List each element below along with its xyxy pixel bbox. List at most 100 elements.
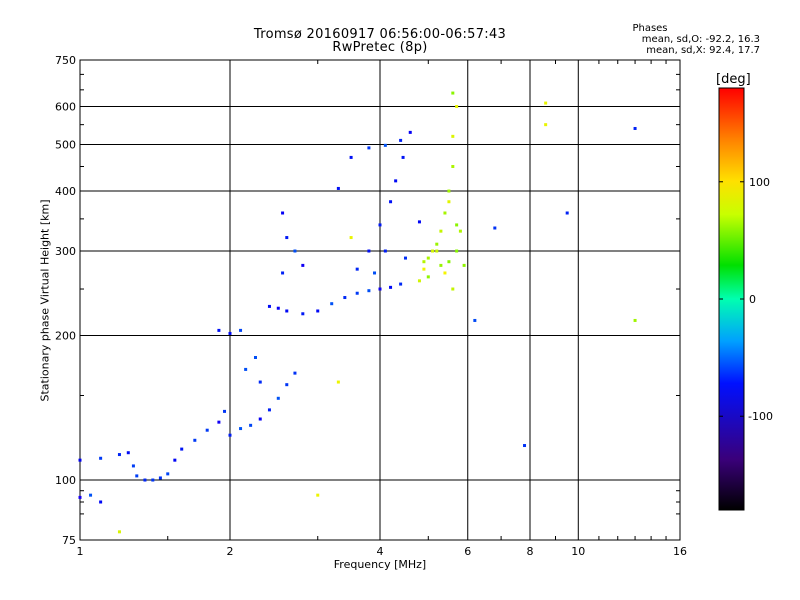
data-point-x xyxy=(451,91,455,95)
data-points xyxy=(78,91,637,534)
colorbar-tick-label: 0 xyxy=(749,293,756,306)
data-point-x xyxy=(439,229,443,233)
data-point-o xyxy=(408,130,412,134)
data-point-o xyxy=(367,289,371,293)
data-point-o xyxy=(143,478,147,482)
data-point-x xyxy=(417,279,421,283)
y-axis-ticks: 75 100 200 300 400 500 600 750 xyxy=(55,54,680,547)
grid-lines xyxy=(80,60,680,540)
data-point-x xyxy=(117,530,121,534)
data-point-o xyxy=(258,380,262,384)
data-point-o xyxy=(355,267,359,271)
data-point-o xyxy=(355,291,359,295)
data-point-o xyxy=(383,143,387,147)
data-point-o xyxy=(293,249,297,253)
data-point-o xyxy=(403,256,407,260)
data-point-o xyxy=(389,285,393,289)
data-point-o xyxy=(99,456,103,460)
data-point-x xyxy=(443,211,447,215)
y-tick-label: 300 xyxy=(55,245,76,258)
data-point-x xyxy=(316,493,320,497)
data-point-x xyxy=(455,249,459,253)
data-point-o xyxy=(249,423,253,427)
data-point-x xyxy=(426,275,430,279)
data-point-x xyxy=(435,242,439,246)
data-point-o xyxy=(336,186,340,190)
x-tick-label: 8 xyxy=(527,545,534,558)
data-point-o xyxy=(135,474,139,478)
data-point-o xyxy=(276,396,280,400)
x-tick-label: 10 xyxy=(571,545,585,558)
data-point-o xyxy=(78,495,82,499)
data-point-o xyxy=(258,417,262,421)
data-point-o xyxy=(217,420,221,424)
data-point-x xyxy=(633,318,637,322)
x-tick-label: 4 xyxy=(377,545,384,558)
data-point-o xyxy=(166,472,170,476)
y-axis-label: Stationary phase Virtual Height [km] xyxy=(38,199,52,402)
phase-stats-o: mean, sd,O: -92.2, 16.3 xyxy=(641,34,760,45)
plot-frame xyxy=(79,59,681,541)
data-point-o xyxy=(378,287,382,291)
data-point-o xyxy=(281,211,285,215)
data-point-o xyxy=(99,500,103,504)
colorbar-tick-label: 100 xyxy=(749,176,770,189)
data-point-o xyxy=(343,296,347,300)
data-point-o xyxy=(301,312,305,316)
y-tick-label: 600 xyxy=(55,101,76,114)
data-point-o xyxy=(401,155,405,159)
data-point-x xyxy=(544,123,548,127)
data-point-o xyxy=(158,476,162,480)
data-point-x xyxy=(455,105,459,109)
data-point-o xyxy=(301,263,305,267)
data-point-o xyxy=(367,146,371,150)
x-tick-label: 1 xyxy=(77,545,84,558)
data-point-x xyxy=(462,263,466,267)
data-point-o xyxy=(205,428,209,432)
data-point-o xyxy=(493,226,497,230)
data-point-x xyxy=(544,101,548,105)
phase-stats-x: mean, sd,X: 92.4, 17.7 xyxy=(646,45,760,56)
data-point-x xyxy=(426,256,430,260)
data-point-x xyxy=(451,287,455,291)
data-point-o xyxy=(473,318,477,322)
chart-subtitle: RwPretec (8p) xyxy=(332,40,428,55)
x-tick-label: 6 xyxy=(464,545,471,558)
data-point-o xyxy=(217,328,221,332)
data-point-x xyxy=(447,200,451,204)
data-point-x xyxy=(447,189,451,193)
data-point-o xyxy=(285,309,289,313)
x-tick-label: 2 xyxy=(227,545,234,558)
data-point-o xyxy=(267,304,271,308)
data-point-o xyxy=(193,438,197,442)
data-point-x xyxy=(422,260,426,264)
data-point-o xyxy=(239,328,243,332)
data-point-x xyxy=(431,249,435,253)
data-point-o xyxy=(523,444,527,448)
phases-heading: Phases xyxy=(632,23,668,34)
data-point-o xyxy=(378,223,382,227)
data-point-o xyxy=(126,451,130,455)
data-point-o xyxy=(228,331,232,335)
data-point-o xyxy=(253,355,257,359)
colorbar-ticks: 100 0 -100 xyxy=(719,176,773,423)
data-point-o xyxy=(399,282,403,286)
data-point-o xyxy=(285,383,289,387)
data-point-o xyxy=(394,179,398,183)
data-point-o xyxy=(349,155,353,159)
data-point-o xyxy=(276,306,280,310)
data-point-o xyxy=(389,200,393,204)
data-point-o xyxy=(267,408,271,412)
x-tick-label: 16 xyxy=(673,545,687,558)
y-tick-label: 750 xyxy=(55,54,76,67)
chart-title: Tromsø 20160917 06:56:00-06:57:43 xyxy=(253,27,507,42)
data-point-o xyxy=(78,458,82,462)
data-point-o xyxy=(244,367,248,371)
data-point-x xyxy=(435,249,439,253)
data-point-o xyxy=(285,236,289,240)
data-point-o xyxy=(417,220,421,224)
y-tick-label: 500 xyxy=(55,139,76,152)
data-point-o xyxy=(228,433,232,437)
y-tick-label: 200 xyxy=(55,330,76,343)
